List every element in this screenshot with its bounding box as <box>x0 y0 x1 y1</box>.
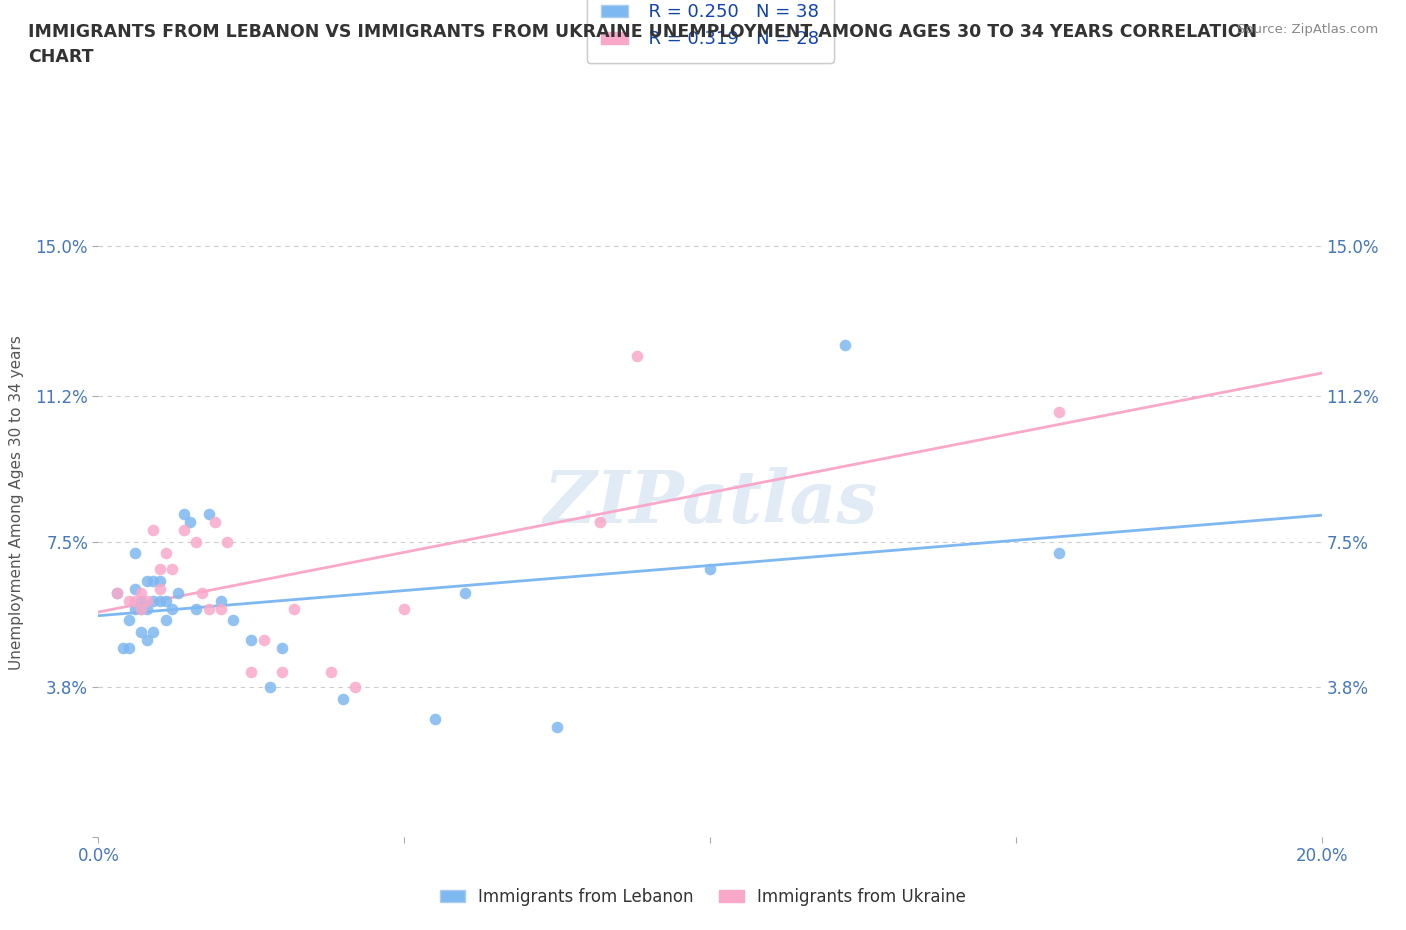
Point <box>173 523 195 538</box>
Point <box>1047 405 1070 419</box>
Text: IMMIGRANTS FROM LEBANON VS IMMIGRANTS FROM UKRAINE UNEMPLOYMENT AMONG AGES 30 TO: IMMIGRANTS FROM LEBANON VS IMMIGRANTS FR… <box>28 23 1257 66</box>
Point <box>149 593 172 608</box>
Point <box>173 507 195 522</box>
Point <box>332 692 354 707</box>
Point <box>136 601 159 616</box>
Point <box>319 664 342 679</box>
Point <box>129 601 152 616</box>
Point <box>197 601 219 616</box>
Point <box>392 601 416 616</box>
Point <box>129 625 152 640</box>
Legend:   R = 0.250   N = 38,   R = 0.319   N = 28: R = 0.250 N = 38, R = 0.319 N = 28 <box>586 0 834 63</box>
Point <box>124 581 146 596</box>
Point <box>1047 546 1070 561</box>
Point <box>118 641 141 656</box>
Point <box>149 574 172 589</box>
Point <box>626 349 648 364</box>
Point <box>179 514 201 529</box>
Point <box>142 523 165 538</box>
Point <box>209 593 232 608</box>
Point <box>423 711 446 726</box>
Point <box>699 562 721 577</box>
Point <box>834 338 856 352</box>
Point <box>129 585 152 600</box>
Point <box>186 534 208 549</box>
Text: Source: ZipAtlas.com: Source: ZipAtlas.com <box>1237 23 1378 36</box>
Point <box>191 585 214 600</box>
Point <box>136 632 159 647</box>
Point <box>105 585 128 600</box>
Point <box>160 601 183 616</box>
Point <box>136 593 159 608</box>
Point <box>589 514 612 529</box>
Point <box>105 585 128 600</box>
Point <box>259 680 281 695</box>
Point <box>240 632 263 647</box>
Point <box>344 680 367 695</box>
Point <box>197 507 219 522</box>
Point <box>240 664 263 679</box>
Point <box>209 601 232 616</box>
Point <box>160 562 183 577</box>
Point <box>124 546 146 561</box>
Point <box>283 601 305 616</box>
Point <box>129 601 152 616</box>
Point <box>155 593 177 608</box>
Point <box>118 593 141 608</box>
Point <box>142 574 165 589</box>
Point <box>155 613 177 628</box>
Point <box>149 562 172 577</box>
Point <box>546 719 568 734</box>
Point <box>136 574 159 589</box>
Legend: Immigrants from Lebanon, Immigrants from Ukraine: Immigrants from Lebanon, Immigrants from… <box>433 881 973 912</box>
Point <box>204 514 226 529</box>
Point <box>155 546 177 561</box>
Point <box>124 593 146 608</box>
Point <box>149 581 172 596</box>
Point <box>222 613 245 628</box>
Text: ZIPatlas: ZIPatlas <box>543 467 877 538</box>
Point <box>142 593 165 608</box>
Point <box>129 593 152 608</box>
Point <box>124 601 146 616</box>
Point <box>118 613 141 628</box>
Y-axis label: Unemployment Among Ages 30 to 34 years: Unemployment Among Ages 30 to 34 years <box>10 335 24 670</box>
Point <box>142 625 165 640</box>
Point <box>270 664 292 679</box>
Point <box>270 641 292 656</box>
Point <box>252 632 274 647</box>
Point <box>454 585 477 600</box>
Point <box>186 601 208 616</box>
Point <box>167 585 190 600</box>
Point <box>215 534 238 549</box>
Point <box>111 641 134 656</box>
